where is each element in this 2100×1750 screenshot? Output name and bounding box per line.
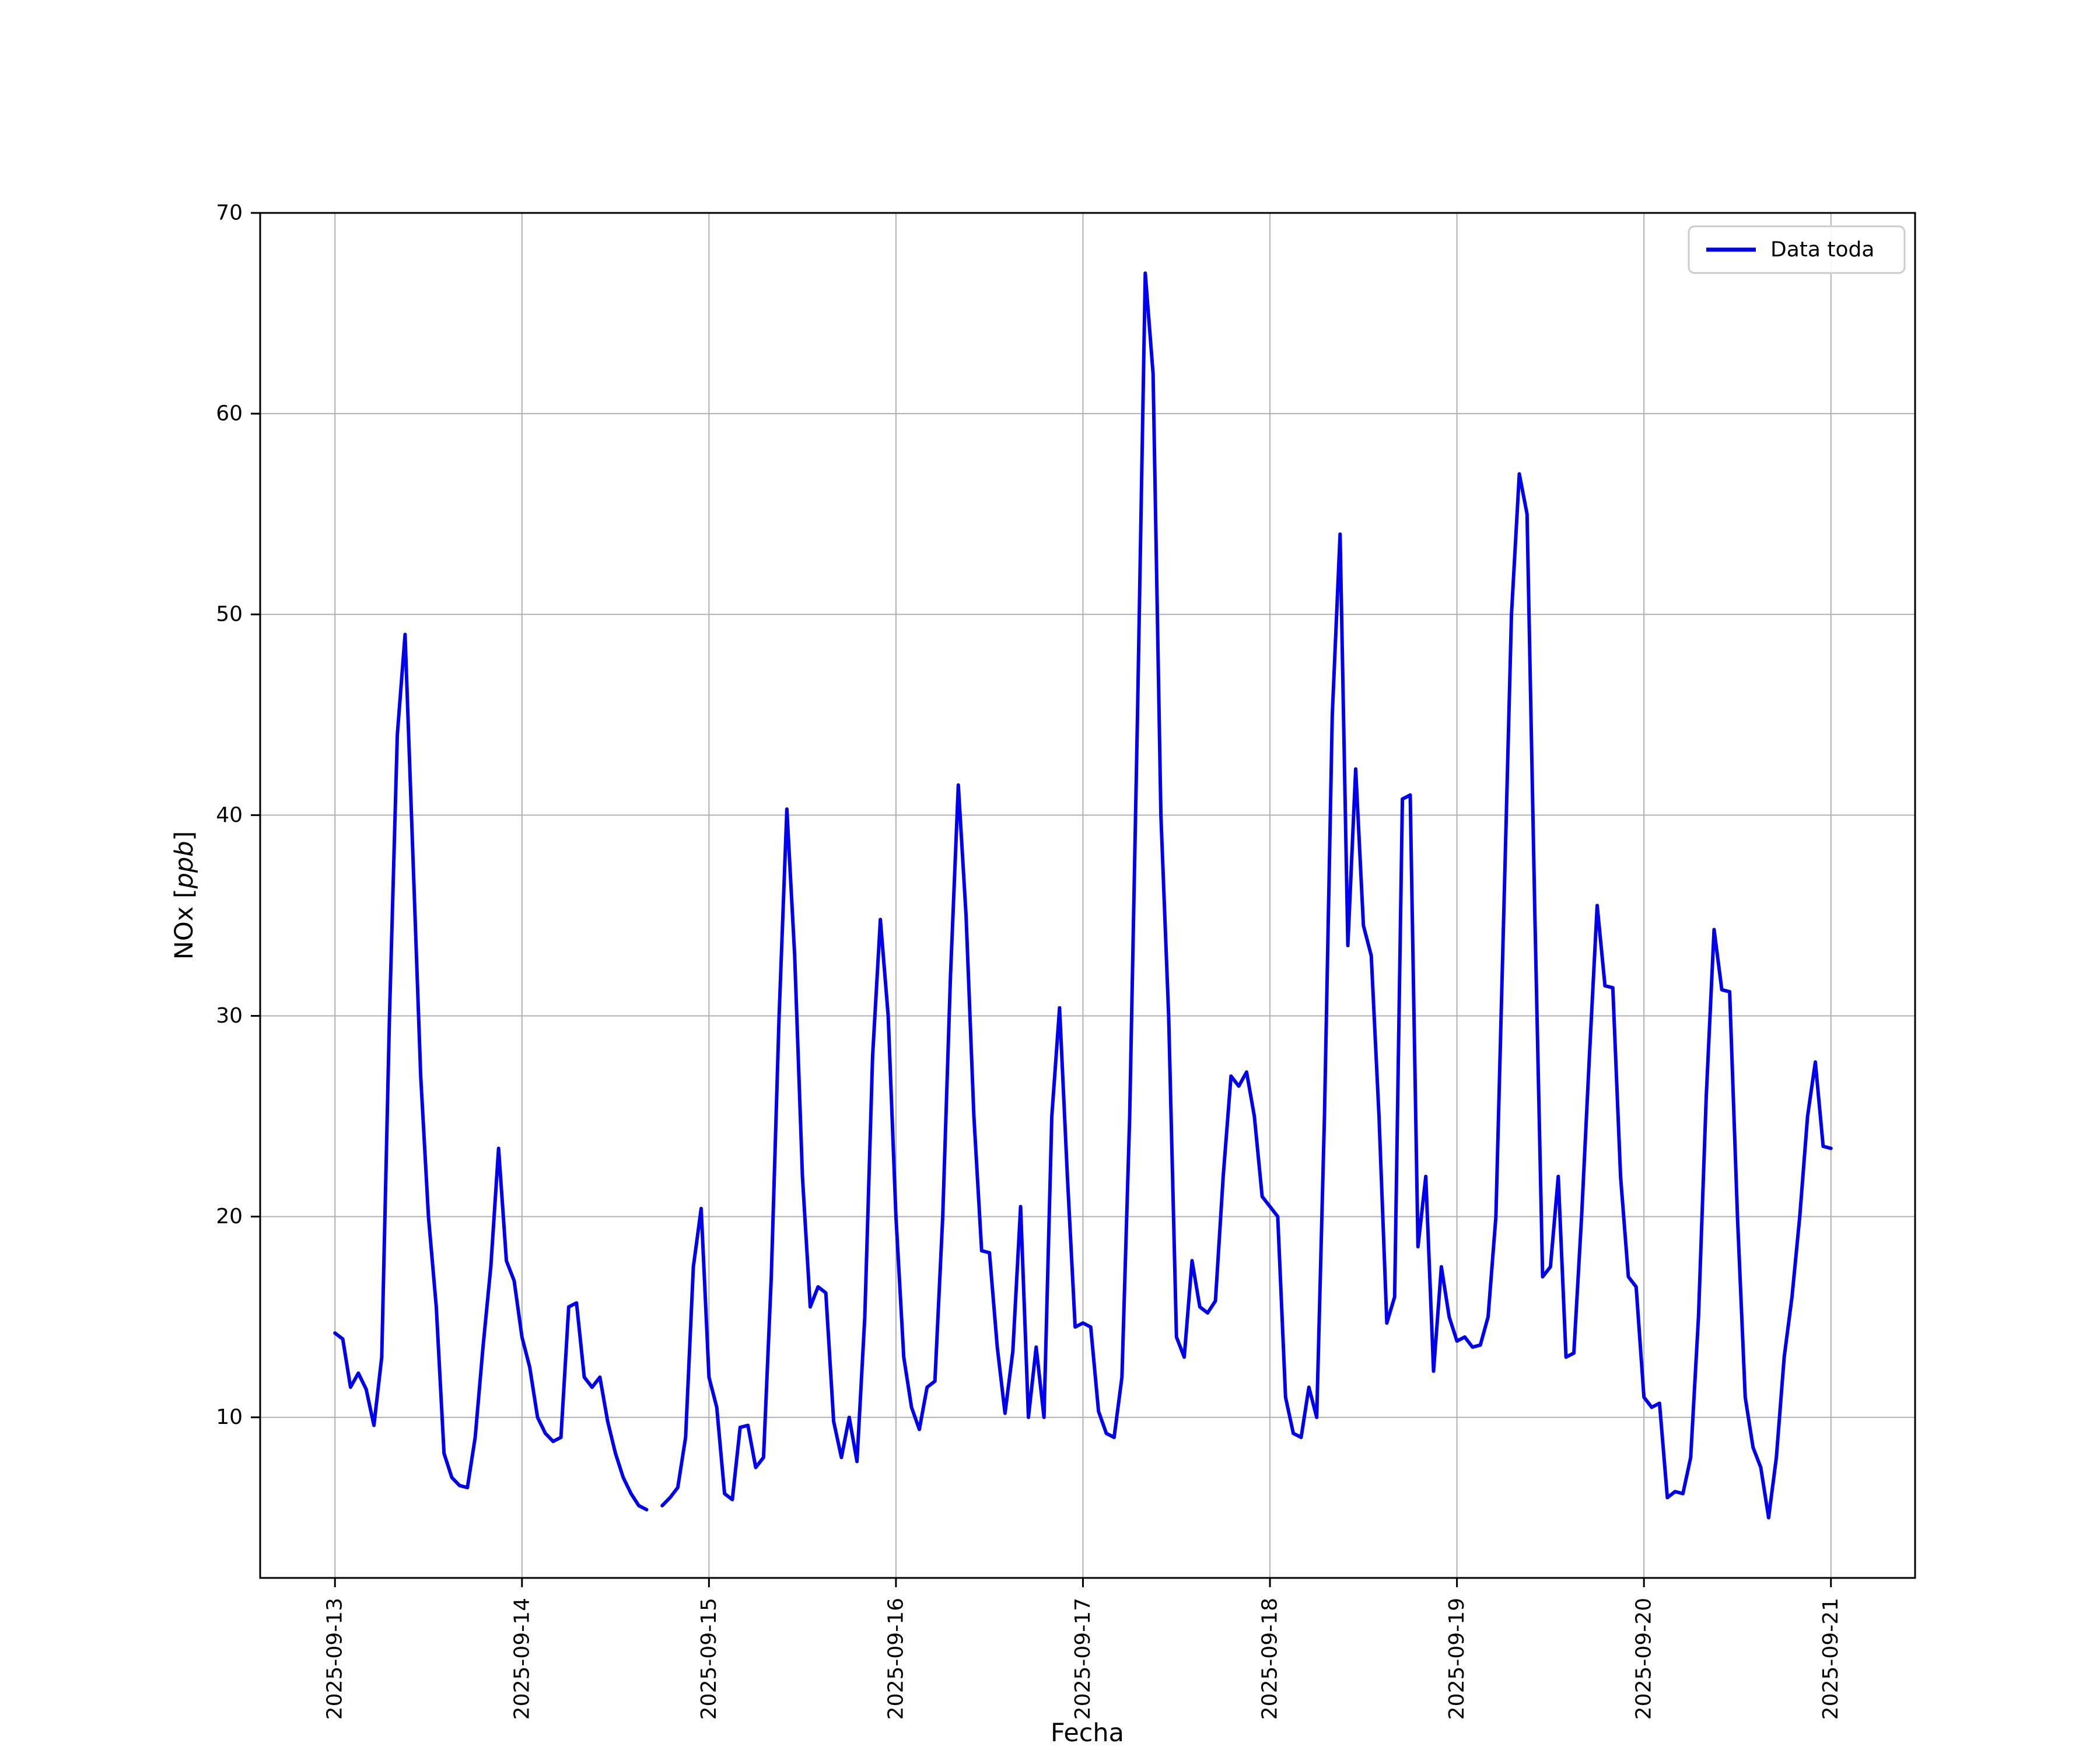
y-tick-label: 30 <box>216 1004 243 1028</box>
legend: Data toda <box>1688 225 1906 274</box>
x-axis-label: Fecha <box>1051 1718 1124 1748</box>
y-tick-label: 60 <box>216 402 243 426</box>
y-axis-label-suffix: ] <box>170 831 199 841</box>
x-tick-label: 2025-09-21 <box>1819 1598 1843 1720</box>
legend-box <box>1688 225 1906 274</box>
y-tick-label: 40 <box>216 803 243 827</box>
x-tick-label: 2025-09-18 <box>1258 1598 1282 1720</box>
y-tick-label: 20 <box>216 1205 243 1228</box>
y-tick-label: 50 <box>216 603 243 626</box>
x-tick-label: 2025-09-20 <box>1632 1598 1656 1720</box>
data-line-series <box>333 271 1833 1520</box>
y-tick-label: 70 <box>216 201 243 225</box>
x-tick-label: 2025-09-13 <box>323 1598 347 1720</box>
y-axis-label: NOx [ppb] <box>170 831 199 960</box>
x-tick-label: 2025-09-17 <box>1071 1598 1095 1720</box>
plot-border <box>259 212 1916 1579</box>
legend-label: Data toda <box>1770 238 1874 262</box>
x-tick-label: 2025-09-16 <box>884 1598 908 1720</box>
x-tick-label: 2025-09-19 <box>1445 1598 1469 1720</box>
y-axis-label-unit: ppb <box>170 841 199 889</box>
x-tick-label: 2025-09-14 <box>510 1598 534 1720</box>
y-axis-label-prefix: NOx [ <box>170 888 199 960</box>
y-tick-label: 10 <box>216 1405 243 1429</box>
axis-ticks: 2025-09-13 2025-09-14 2025-09-15 2025-09-16… <box>216 201 1843 1720</box>
x-tick-label: 2025-09-15 <box>697 1598 721 1720</box>
gridlines <box>260 212 1915 1578</box>
